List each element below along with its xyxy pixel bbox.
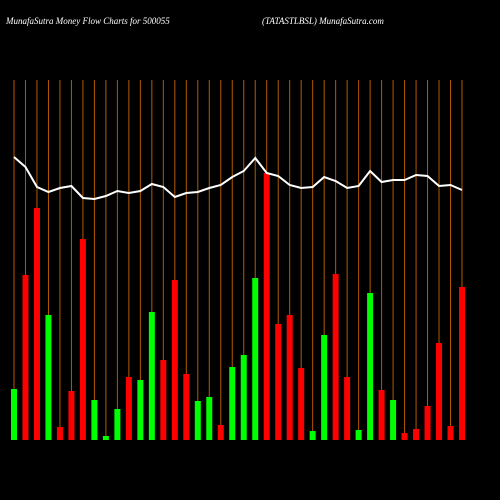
bar <box>275 324 282 440</box>
bar <box>298 368 305 440</box>
bar <box>263 173 270 440</box>
bar <box>240 355 247 440</box>
bar <box>45 315 52 440</box>
bar <box>102 436 109 440</box>
bar <box>459 287 465 440</box>
bar <box>413 429 420 440</box>
bar <box>137 380 144 440</box>
bar <box>183 374 190 440</box>
bar <box>401 433 408 440</box>
bar <box>79 239 86 440</box>
bar <box>125 377 132 440</box>
bar <box>367 293 374 440</box>
bar <box>33 208 40 440</box>
bar <box>217 425 224 440</box>
bar <box>68 391 75 440</box>
bar <box>148 312 155 440</box>
bar <box>194 401 201 440</box>
bar <box>11 389 17 440</box>
bar <box>390 400 397 440</box>
bar <box>114 409 121 440</box>
bar <box>171 280 178 440</box>
bar <box>286 315 293 440</box>
bar <box>160 360 167 440</box>
money-flow-line <box>13 156 463 201</box>
bar <box>355 430 362 440</box>
bar <box>321 335 328 440</box>
bar <box>309 431 316 440</box>
bar <box>252 278 259 440</box>
bar <box>56 427 63 440</box>
bar <box>332 274 339 440</box>
bar <box>436 343 443 440</box>
bar <box>378 390 385 440</box>
bar <box>206 397 213 440</box>
bar <box>344 377 351 440</box>
chart-subtitle: (TATASTLBSL) MunafaSutra.com <box>262 16 384 26</box>
bar <box>22 275 29 440</box>
chart-title: MunafaSutra Money Flow Charts for 500055 <box>5 16 170 26</box>
bar <box>447 426 454 440</box>
bar <box>229 367 236 440</box>
bar <box>91 400 98 440</box>
bar <box>424 406 431 440</box>
